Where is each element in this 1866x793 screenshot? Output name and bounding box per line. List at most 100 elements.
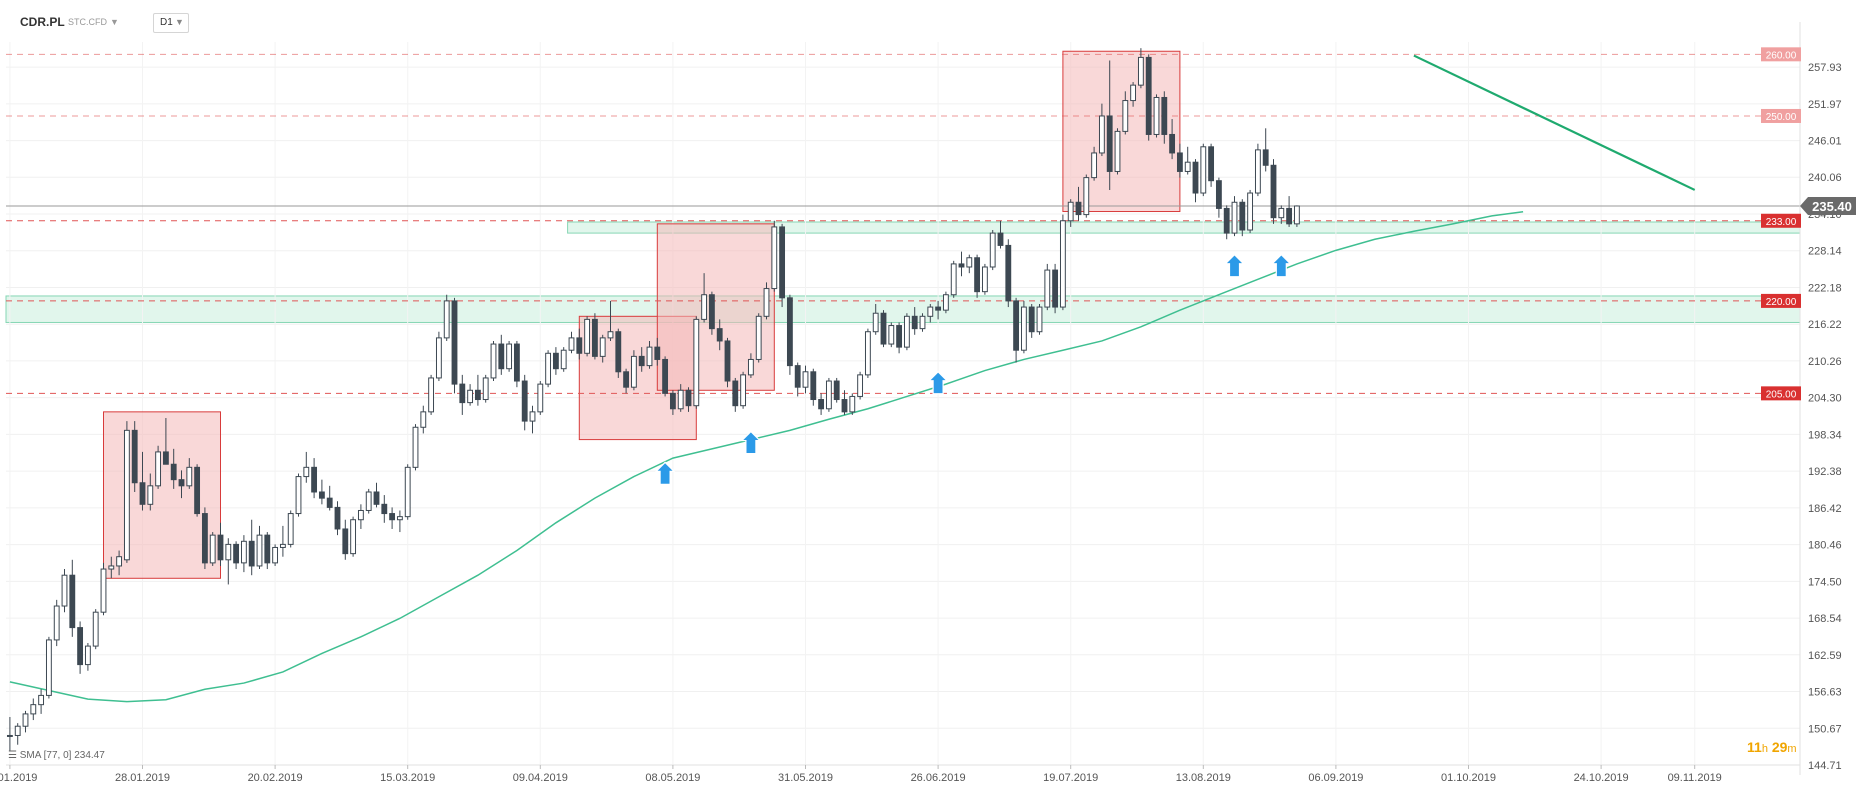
candle[interactable] (888, 322, 895, 348)
trend-line[interactable] (1413, 54, 1696, 191)
x-axis[interactable]: 03.01.2019 28.01.2019 20.02.2019 15.03.2019… (0, 764, 1800, 784)
candle[interactable] (217, 522, 224, 566)
candle[interactable] (1028, 303, 1035, 338)
candle[interactable] (919, 313, 926, 332)
candle[interactable] (857, 371, 864, 400)
candle[interactable] (53, 599, 60, 647)
candle[interactable] (108, 556, 115, 579)
candle[interactable] (30, 698, 37, 721)
candle[interactable] (903, 313, 910, 351)
candle[interactable] (38, 689, 45, 714)
candle[interactable] (732, 377, 739, 412)
candle[interactable] (1122, 91, 1129, 135)
trendline-segment[interactable] (1413, 54, 1696, 191)
candle[interactable] (693, 316, 700, 409)
candle[interactable] (615, 328, 622, 378)
candle[interactable] (1137, 48, 1144, 89)
candle[interactable] (162, 418, 169, 465)
candles[interactable] (6, 48, 1300, 751)
sma-legend[interactable]: ☰ SMA [77, 0] 234.47 (8, 750, 105, 761)
candle[interactable] (1176, 143, 1183, 178)
candle[interactable] (467, 384, 474, 406)
candle[interactable] (974, 254, 981, 298)
candle[interactable] (194, 464, 201, 517)
candle[interactable] (771, 220, 778, 292)
candle[interactable] (209, 532, 216, 566)
candle[interactable] (841, 390, 848, 415)
candle[interactable] (1145, 54, 1152, 141)
candle[interactable] (1091, 146, 1098, 181)
candle[interactable] (498, 334, 505, 375)
candle[interactable] (1247, 189, 1254, 234)
candle[interactable] (716, 319, 723, 351)
timeframe-select[interactable]: D1 ▼ (153, 13, 189, 33)
candle[interactable] (295, 473, 302, 517)
candle[interactable] (100, 562, 107, 616)
candle[interactable] (365, 488, 372, 514)
candle[interactable] (1005, 239, 1012, 308)
candle[interactable] (654, 337, 661, 366)
candle[interactable] (178, 470, 185, 499)
candle[interactable] (311, 458, 318, 499)
candle[interactable] (482, 374, 489, 403)
candle[interactable] (1254, 143, 1261, 197)
candle[interactable] (428, 374, 435, 415)
candle[interactable] (638, 347, 645, 372)
candle[interactable] (1083, 174, 1090, 218)
candle[interactable] (45, 636, 52, 699)
candle[interactable] (459, 374, 466, 415)
candle[interactable] (576, 328, 583, 360)
candle[interactable] (1013, 297, 1020, 363)
candle[interactable] (607, 300, 614, 341)
candle[interactable] (233, 541, 240, 570)
candle[interactable] (404, 464, 411, 520)
candle[interactable] (256, 525, 263, 570)
candle[interactable] (1262, 128, 1269, 172)
candle[interactable] (435, 331, 442, 382)
candle[interactable] (701, 273, 708, 323)
candle[interactable] (966, 254, 973, 274)
candle[interactable] (935, 300, 942, 320)
candle[interactable] (420, 405, 427, 434)
candle[interactable] (69, 559, 76, 637)
candle[interactable] (552, 347, 559, 375)
candle[interactable] (981, 263, 988, 295)
candle[interactable] (1020, 300, 1027, 354)
candle[interactable] (763, 282, 770, 320)
candle[interactable] (14, 723, 21, 745)
candle[interactable] (950, 260, 957, 298)
candle[interactable] (225, 538, 232, 585)
candle[interactable] (521, 374, 528, 431)
candle[interactable] (506, 340, 513, 372)
candle[interactable] (147, 473, 154, 511)
candle[interactable] (123, 421, 130, 563)
candle[interactable] (1052, 263, 1059, 314)
candle[interactable] (537, 381, 544, 415)
candle[interactable] (662, 356, 669, 397)
candle[interactable] (1239, 199, 1246, 237)
candle[interactable] (755, 313, 762, 363)
candle[interactable] (958, 251, 965, 277)
candle[interactable] (599, 334, 606, 363)
candle[interactable] (669, 390, 676, 415)
candle[interactable] (1153, 94, 1160, 138)
candle[interactable] (201, 507, 208, 570)
candle[interactable] (1036, 303, 1043, 335)
candle[interactable] (92, 609, 99, 650)
candle[interactable] (740, 371, 747, 409)
candle[interactable] (911, 307, 918, 335)
candle[interactable] (685, 387, 692, 412)
candle[interactable] (1044, 263, 1051, 311)
candle[interactable] (677, 384, 684, 412)
candle[interactable] (880, 310, 887, 348)
candle[interactable] (186, 458, 193, 489)
candle[interactable] (248, 519, 255, 576)
candle[interactable] (116, 550, 123, 576)
candle[interactable] (350, 516, 357, 557)
candle[interactable] (786, 294, 793, 375)
candle[interactable] (1184, 146, 1191, 175)
candle[interactable] (708, 291, 715, 335)
candle[interactable] (646, 340, 653, 369)
candle[interactable] (864, 328, 871, 378)
